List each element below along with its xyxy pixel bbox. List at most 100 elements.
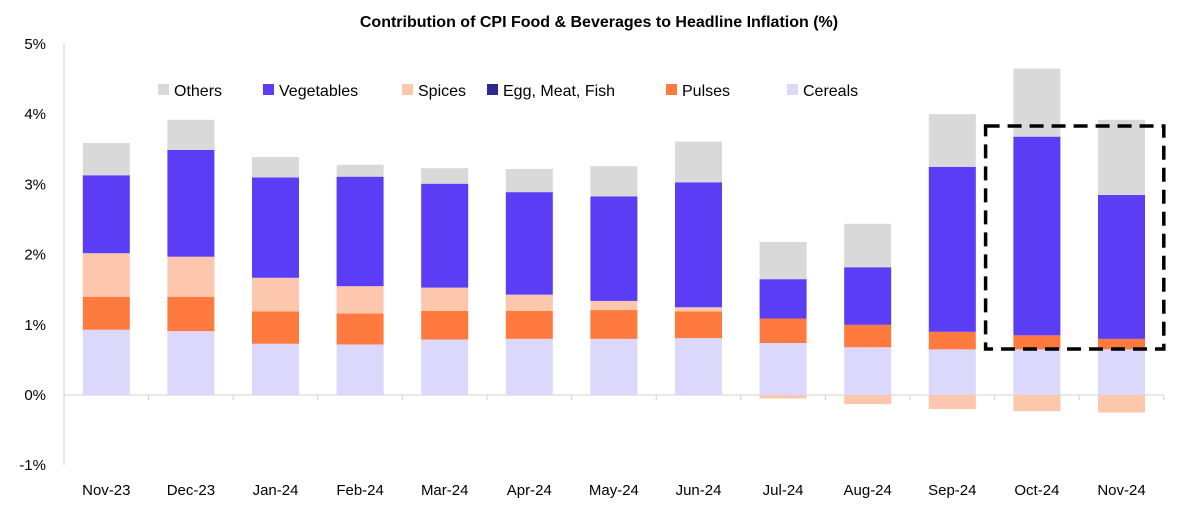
bar-segment	[759, 318, 807, 344]
bar-segment	[928, 331, 976, 350]
bar-segment	[336, 176, 384, 287]
chart-title: Contribution of CPI Food & Beverages to …	[359, 14, 839, 31]
bar-segment	[421, 168, 469, 184]
bar-segment	[844, 324, 892, 348]
y-tick-label: 1%	[24, 317, 46, 334]
y-tick-label: 4%	[24, 106, 46, 123]
y-tick-label: 0%	[24, 387, 46, 404]
bar-segment	[82, 296, 130, 330]
x-tick-label: Aug-24	[844, 482, 892, 499]
bar-segment	[421, 183, 469, 288]
x-tick-label: Sep-24	[928, 482, 976, 499]
bar-segment	[505, 310, 553, 339]
x-tick-label: Jun-24	[676, 482, 722, 499]
bar-segment	[421, 287, 469, 311]
y-tick-label: 2%	[24, 247, 46, 264]
bar-segment	[82, 329, 130, 395]
bar-segment	[336, 313, 384, 345]
bar-segment	[1098, 194, 1145, 339]
x-tick-label: Nov-24	[1097, 482, 1145, 499]
bar-segment	[336, 164, 384, 177]
bar-segment	[336, 286, 384, 314]
bar-segment	[1013, 335, 1061, 350]
bar-segment	[505, 192, 553, 295]
legend-label: Egg, Meat, Fish	[503, 83, 615, 100]
bar-segment	[590, 300, 638, 311]
y-tick-label: 5%	[24, 36, 46, 53]
legend-swatch	[402, 84, 413, 95]
legend-swatch	[666, 84, 677, 95]
bar-segment	[590, 338, 638, 395]
bar-segment	[252, 343, 299, 395]
bar-segment	[167, 150, 215, 257]
x-tick-label: Jan-24	[253, 482, 299, 499]
bar-segment	[759, 343, 807, 395]
bar-segment	[505, 168, 553, 193]
y-tick-label: 3%	[24, 176, 46, 193]
bar-segment	[1013, 136, 1061, 336]
bar-segment	[675, 307, 722, 312]
bar-segment	[590, 310, 638, 339]
bar-segment	[252, 311, 299, 344]
bar-segment	[252, 277, 299, 312]
bar-segment	[505, 338, 553, 395]
bar-segment	[844, 395, 892, 405]
bar-segment	[759, 241, 807, 280]
bar-segment	[928, 166, 976, 332]
bar-segment	[252, 157, 299, 178]
bar-segment	[844, 347, 892, 395]
bar-segment	[1013, 349, 1061, 395]
bar-segment	[421, 339, 469, 395]
x-tick-label: Jul-24	[763, 482, 804, 499]
bar-segment	[675, 182, 722, 308]
x-tick-label: Mar-24	[421, 482, 469, 499]
bar-segment	[675, 141, 722, 183]
bar-segment	[590, 196, 638, 301]
bar-segment	[675, 338, 722, 395]
bar-segment	[928, 395, 976, 410]
x-tick-label: Dec-23	[167, 482, 215, 499]
bar-segment	[1098, 119, 1145, 195]
legend-swatch	[158, 84, 169, 95]
bar-segment	[1013, 395, 1061, 412]
bar-segment	[252, 177, 299, 278]
bar-segment	[167, 331, 215, 395]
bar-segment	[759, 395, 807, 399]
bar-segment	[844, 223, 892, 268]
bar-segment	[336, 344, 384, 395]
legend-swatch	[787, 84, 798, 95]
bar-segment	[928, 114, 976, 167]
legend-label: Vegetables	[279, 83, 358, 100]
bar-segment	[82, 142, 130, 176]
bar-segment	[82, 175, 130, 254]
bar-segment	[590, 166, 638, 197]
legend-label: Cereals	[803, 83, 858, 100]
bar-segment	[675, 311, 722, 339]
x-tick-label: May-24	[589, 482, 639, 499]
legend-label: Others	[174, 83, 222, 100]
legend-swatch	[263, 84, 274, 95]
x-tick-label: Oct-24	[1014, 482, 1059, 499]
bar-segment	[1098, 349, 1145, 395]
bar-segment	[1098, 395, 1145, 413]
legend-swatch	[487, 84, 498, 95]
bar-segment	[505, 294, 553, 311]
bar-segment	[1098, 338, 1145, 350]
x-tick-label: Nov-23	[82, 482, 130, 499]
x-tick-label: Apr-24	[507, 482, 552, 499]
bar-segment	[759, 279, 807, 319]
bar-segment	[167, 256, 215, 297]
bar-segment	[844, 267, 892, 325]
y-tick-label: -1%	[19, 457, 46, 474]
legend-label: Spices	[418, 83, 466, 100]
x-tick-label: Feb-24	[336, 482, 384, 499]
bar-segment	[82, 253, 130, 297]
bar-segment	[167, 296, 215, 332]
highlight-box	[983, 124, 1166, 351]
legend-label: Pulses	[682, 83, 730, 100]
bar-segment	[167, 119, 215, 151]
bar-segment	[421, 310, 469, 340]
bar-segment	[928, 349, 976, 395]
